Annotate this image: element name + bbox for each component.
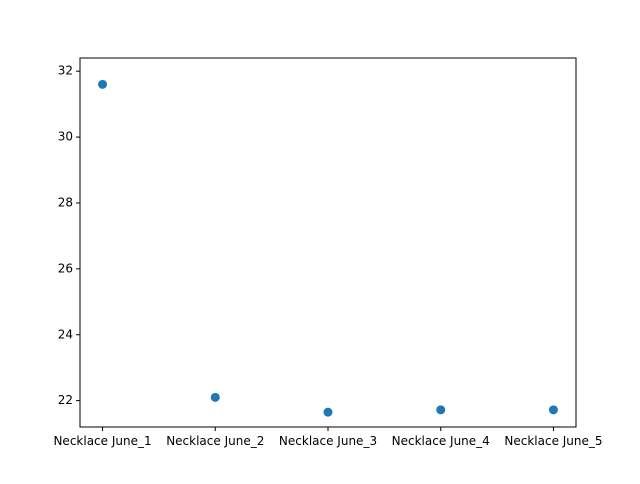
x-tick-label: Necklace June_2 [166, 434, 264, 448]
x-tick-label: Necklace June_4 [392, 434, 490, 448]
data-point [548, 405, 558, 415]
data-point [98, 79, 108, 89]
y-tick-label: 32 [58, 64, 73, 78]
y-axis: 22 24 26 28 30 32 [58, 64, 80, 407]
y-tick-label: 30 [58, 130, 73, 144]
data-point [436, 405, 446, 415]
plot-frame [79, 57, 577, 428]
x-axis: Necklace June_1 Necklace June_2 Necklace J… [53, 427, 603, 448]
x-tick-label: Necklace June_5 [504, 434, 602, 448]
data-point [323, 407, 333, 417]
y-tick-label: 26 [58, 261, 73, 275]
data-points [98, 79, 558, 417]
x-tick-label: Necklace June_3 [279, 434, 377, 448]
y-tick-label: 28 [58, 195, 73, 209]
x-tick-label: Necklace June_1 [53, 434, 151, 448]
y-tick-label: 24 [58, 327, 73, 341]
data-point [210, 392, 220, 402]
y-tick-label: 22 [58, 393, 73, 407]
